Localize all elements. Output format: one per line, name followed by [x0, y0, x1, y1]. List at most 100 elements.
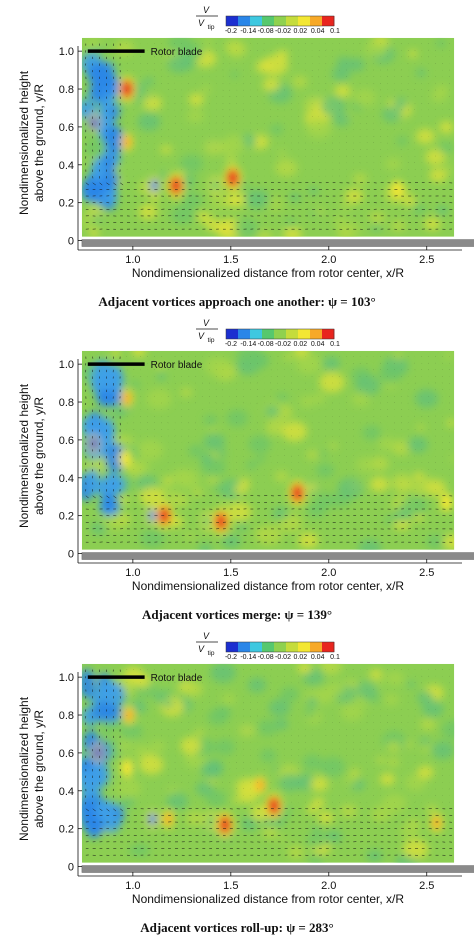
x-tick-label: 2.5	[419, 567, 434, 579]
field-patch	[269, 123, 284, 135]
velocity-vector	[106, 182, 110, 186]
field-patch	[310, 776, 329, 792]
colorbar: -0.2 -0.14 -0.08 -0.02 0.02 0.04 0.1 VV tip	[196, 631, 340, 661]
field-patch	[382, 106, 402, 123]
field-patch	[129, 380, 141, 389]
field-patch	[426, 533, 446, 550]
field-patch	[159, 144, 173, 155]
colorbar-swatch	[226, 329, 239, 339]
field-patch	[280, 686, 299, 702]
colorbar-tick-label: 0.1	[330, 28, 340, 35]
field-patch	[402, 839, 429, 860]
field-patch	[226, 409, 248, 427]
field-patch	[156, 372, 167, 381]
field-patch	[221, 693, 236, 705]
vortex-core	[442, 496, 451, 509]
field-patch	[289, 192, 301, 202]
y-tick-label: 0	[68, 549, 74, 561]
y-tick-label: 0.8	[59, 397, 74, 409]
field-patch	[371, 224, 382, 232]
vortex-core	[93, 746, 102, 760]
field-patch	[272, 765, 281, 773]
rotor-jet-patch	[85, 468, 100, 495]
field-patch	[408, 50, 418, 58]
field-patch	[312, 797, 325, 808]
colorbar-title-subscript: tip	[208, 650, 215, 657]
x-axis-label: Nondimensionalized distance from rotor c…	[132, 266, 404, 280]
field-patch	[415, 68, 427, 77]
field-patch	[366, 849, 383, 863]
x-tick-label: 1.0	[125, 254, 140, 266]
colorbar-title-subscript: tip	[208, 24, 215, 31]
colorbar-swatch	[250, 16, 263, 26]
field-patch	[203, 37, 214, 46]
field-patch	[441, 720, 455, 740]
field-patch	[442, 534, 455, 550]
field-patch	[158, 171, 168, 179]
field-patch	[384, 515, 397, 526]
field-patch	[391, 440, 411, 456]
field-patch	[85, 37, 103, 51]
field-patch	[275, 159, 298, 177]
vortex-core	[122, 391, 132, 405]
vortex-core	[215, 512, 228, 531]
field-patch	[412, 484, 427, 496]
vortex-core	[122, 135, 132, 149]
field-patch	[229, 192, 248, 207]
colorbar-swatch	[226, 16, 239, 26]
field-patch	[204, 356, 231, 377]
field-patch	[329, 442, 338, 450]
colorbar-tick-label: -0.14	[240, 341, 256, 348]
field-patch	[220, 498, 234, 510]
colorbar-swatch	[310, 16, 323, 26]
y-tick-label: 0.4	[59, 473, 74, 485]
field-patch	[378, 364, 402, 384]
field-patch	[194, 728, 205, 738]
field-patch	[181, 192, 202, 209]
colorbar-swatch	[238, 16, 251, 26]
vortex-core	[89, 116, 98, 130]
field-patch	[81, 214, 98, 230]
field-patch	[277, 149, 287, 158]
colorbar-tick-label: 0.02	[294, 341, 308, 348]
field-patch	[216, 220, 240, 237]
colorbar-swatch	[310, 642, 323, 652]
colorbar-tick-label: -0.08	[258, 654, 274, 661]
field-patch	[262, 825, 279, 839]
field-patch	[317, 811, 334, 824]
field-patch	[444, 351, 455, 360]
field-patch	[125, 459, 150, 479]
y-tick-label: 1.0	[59, 46, 74, 58]
velocity-vectors	[85, 669, 453, 856]
field-patch	[204, 139, 223, 155]
field-patch	[305, 118, 332, 139]
field-patch	[306, 501, 327, 518]
field-patch	[119, 722, 143, 741]
field-patch	[415, 389, 439, 408]
axes	[77, 359, 462, 564]
colorbar-swatch	[238, 329, 251, 339]
velocity-field	[81, 37, 455, 237]
field-patch	[353, 88, 376, 107]
colorbar-swatch	[286, 642, 299, 652]
field-patch	[101, 726, 114, 737]
field-patch	[365, 39, 388, 58]
field-patch	[297, 663, 312, 674]
field-patch	[208, 425, 219, 434]
rotor-jet-patch	[81, 811, 103, 832]
colorbar-tick-label: -0.02	[275, 28, 291, 35]
field-patch	[396, 136, 408, 146]
vortex-core	[124, 708, 134, 722]
velocity-vector	[119, 808, 124, 812]
field-patch	[326, 681, 345, 697]
colorbar-tick-label: -0.14	[240, 28, 256, 35]
field-patch	[256, 230, 273, 237]
field-patch	[312, 826, 321, 833]
field-patch	[239, 724, 255, 737]
field-patch	[186, 108, 205, 123]
field-patch	[425, 479, 446, 497]
velocity-vector	[99, 808, 103, 811]
field-patch	[268, 699, 291, 717]
vortex-core	[169, 176, 182, 195]
field-patch	[420, 718, 436, 731]
